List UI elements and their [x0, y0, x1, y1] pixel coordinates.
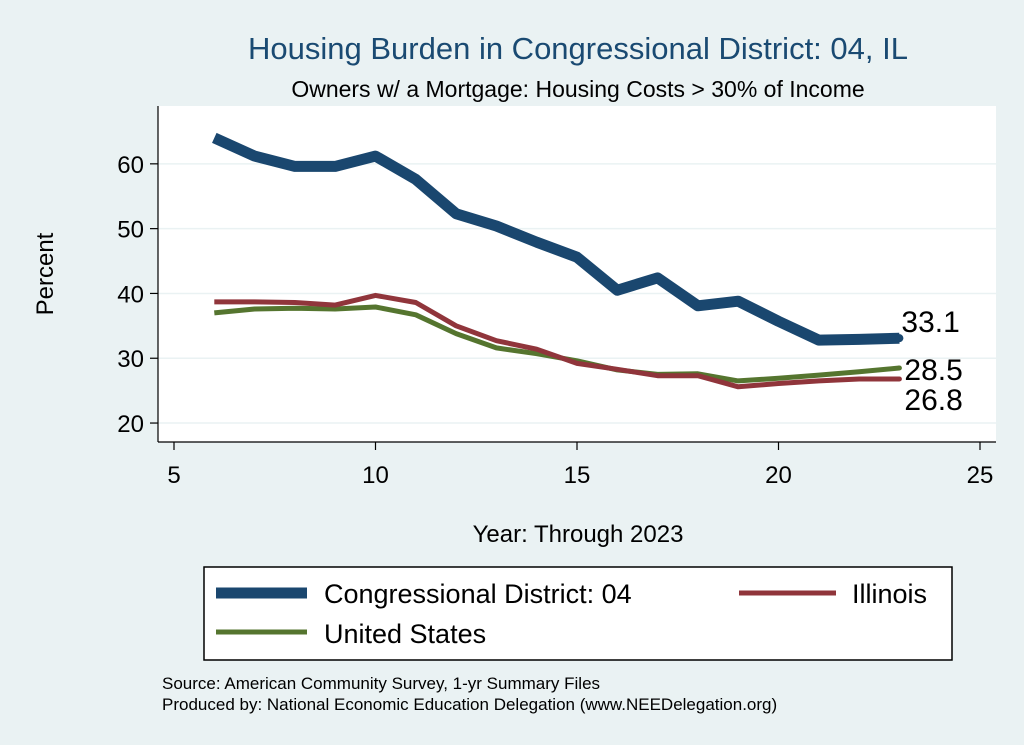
- legend-label-us: United States: [324, 619, 486, 649]
- legend-box: [203, 566, 953, 661]
- series-layer: [212, 132, 904, 390]
- y-tick-label: 30: [117, 346, 144, 373]
- y-tick-label: 20: [117, 411, 144, 438]
- y-axis-label: Percent: [32, 232, 59, 315]
- legend-label-district: Congressional District: 04: [324, 579, 632, 609]
- series-end-point-0: [895, 334, 904, 343]
- series-end-point-2: [896, 365, 902, 371]
- end-label-0: 33.1: [901, 306, 959, 339]
- chart-title: Housing Burden in Congressional District…: [248, 31, 908, 66]
- source-note: Source: American Community Survey, 1-yr …: [162, 674, 600, 693]
- x-axis-label: Year: Through 2023: [473, 521, 684, 548]
- x-tick-label: 10: [362, 462, 389, 489]
- series-end-point-1: [896, 376, 902, 382]
- x-tick-label: 20: [765, 462, 792, 489]
- end-label-2: 28.5: [904, 354, 962, 387]
- x-axis-ticks: 5 10 15 20 25: [167, 442, 993, 489]
- y-tick-label: 60: [117, 152, 144, 179]
- plot-area: [158, 106, 996, 442]
- y-tick-label: 40: [117, 281, 144, 308]
- series-line-0: [212, 132, 900, 346]
- end-label-1: 26.8: [904, 384, 962, 417]
- x-tick-label: 5: [167, 462, 180, 489]
- end-labels: 33.1 26.828.5: [901, 306, 962, 417]
- producer-note: Produced by: National Economic Education…: [162, 695, 777, 714]
- legend-label-illinois: Illinois: [852, 579, 927, 609]
- chart-subtitle: Owners w/ a Mortgage: Housing Costs > 30…: [291, 76, 864, 102]
- x-tick-label: 15: [564, 462, 591, 489]
- series-line-1: [214, 292, 900, 390]
- x-tick-label: 25: [967, 462, 994, 489]
- y-axis-ticks: 20 30 40 50 60: [117, 152, 158, 438]
- y-tick-label: 50: [117, 217, 144, 244]
